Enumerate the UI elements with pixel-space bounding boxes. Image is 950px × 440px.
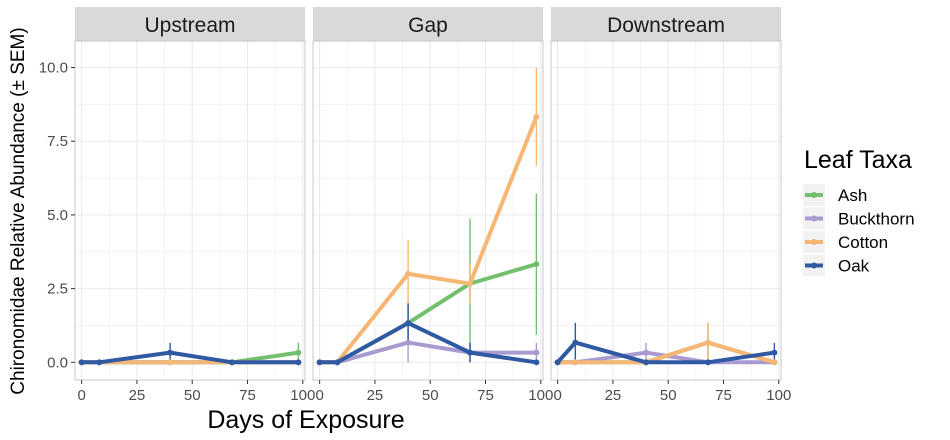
- x-tick-label: 100: [766, 387, 791, 404]
- panel-border: [312, 40, 544, 381]
- data-point-cotton-98: [533, 113, 540, 120]
- legend-label: Ash: [838, 186, 867, 205]
- x-tick-label: 25: [605, 387, 622, 404]
- data-point-oak-40: [405, 320, 412, 327]
- strip-gap: [313, 7, 543, 41]
- x-tick-label: 50: [184, 387, 201, 404]
- legend-title: Leaf Taxa: [804, 146, 912, 174]
- data-point-ash-98: [533, 261, 540, 268]
- x-tick-label: 75: [715, 387, 732, 404]
- series-oak: [78, 349, 302, 366]
- data-point-oak-8: [96, 359, 103, 366]
- legend-item-ash: Ash: [803, 184, 867, 206]
- gridlines: [75, 41, 305, 380]
- data-point-oak-40: [167, 349, 174, 356]
- data-point-oak-8: [572, 339, 579, 346]
- legend-label: Oak: [838, 257, 870, 276]
- x-tick-label: 75: [477, 387, 494, 404]
- data-point-ash-98: [295, 349, 302, 356]
- data-point-oak-68: [229, 359, 236, 366]
- gridlines: [313, 41, 543, 380]
- data-point-oak-68: [467, 349, 474, 356]
- data-point-cotton-98: [771, 359, 778, 366]
- panel-background: [551, 41, 781, 380]
- strip-label-gap: Gap: [408, 14, 448, 37]
- strip-downstream: [551, 7, 781, 41]
- x-tick-label: 75: [239, 387, 256, 404]
- data-point-oak-0: [78, 359, 85, 366]
- strip-label-upstream: Upstream: [144, 14, 235, 37]
- panel-upstream: Upstream 0 25 50 75 100: [74, 7, 315, 404]
- x-tick-label: 25: [129, 387, 146, 404]
- y-axis: 0.0 2.5 5.0 7.5 10.0: [39, 60, 75, 371]
- data-point-cotton-8: [572, 359, 579, 366]
- y-tick-label: 0.0: [47, 354, 68, 371]
- x-axis-title: Days of Exposure: [207, 406, 404, 434]
- y-tick-label: 2.5: [47, 281, 68, 298]
- legend-label: Cotton: [838, 233, 888, 252]
- legend-swatch-point: [811, 215, 817, 222]
- legend-label: Buckthorn: [838, 210, 915, 229]
- panel-downstream: Downstream 0 25 50 75 100: [550, 7, 791, 404]
- legend-item-oak: Oak: [803, 254, 870, 277]
- x-tick-label: 50: [422, 387, 439, 404]
- data-point-oak-0: [554, 359, 561, 366]
- x-tick-label: 100: [528, 387, 553, 404]
- panel-gap: Gap 0 25 50 75 100: [312, 7, 553, 404]
- panel-background: [75, 41, 305, 380]
- legend-swatch-point: [811, 262, 817, 269]
- x-axis-upstream: 0 25 50 75 100: [77, 380, 315, 404]
- legend-swatch-point: [811, 192, 817, 198]
- series-oak: [316, 320, 540, 366]
- data-point-oak-0: [316, 359, 323, 366]
- data-point-oak-98: [533, 359, 540, 366]
- strip-label-downstream: Downstream: [607, 14, 725, 37]
- x-tick-label: 25: [367, 387, 384, 404]
- data-point-oak-98: [771, 349, 778, 356]
- x-tick-label: 0: [553, 387, 561, 404]
- x-tick-label: 50: [660, 387, 677, 404]
- data-point-oak-40: [643, 359, 650, 366]
- data-point-buckthorn-98: [533, 349, 540, 356]
- data-point-cotton-68: [467, 280, 474, 287]
- series-oak: [554, 339, 778, 366]
- legend-item-cotton: Cotton: [803, 231, 888, 253]
- legend-swatch-point: [811, 239, 817, 245]
- data-point-cotton-68: [705, 339, 712, 346]
- strip-upstream: [75, 7, 305, 41]
- data-point-oak-8: [334, 359, 341, 366]
- data-point-cotton-40: [405, 270, 412, 277]
- legend: Leaf Taxa Ash Buckthorn Cotton Oak: [803, 146, 915, 277]
- y-tick-label: 5.0: [47, 207, 68, 224]
- x-tick-label: 100: [290, 387, 315, 404]
- panel-background: [313, 41, 543, 380]
- data-point-buckthorn-40: [643, 349, 650, 356]
- x-tick-label: 0: [315, 387, 323, 404]
- y-tick-label: 10.0: [39, 60, 68, 77]
- data-point-oak-68: [705, 359, 712, 366]
- data-point-cotton-40: [167, 359, 174, 366]
- legend-item-buckthorn: Buckthorn: [803, 207, 915, 230]
- data-point-buckthorn-40: [405, 339, 412, 346]
- panel-border: [74, 40, 306, 381]
- data-point-oak-98: [295, 359, 302, 366]
- y-tick-label: 7.5: [47, 133, 68, 150]
- x-tick-label: 0: [77, 387, 85, 404]
- x-axis-gap: 0 25 50 75 100: [315, 380, 553, 404]
- panel-border: [550, 40, 782, 381]
- x-axis-downstream: 0 25 50 75 100: [553, 380, 791, 404]
- y-axis-title: Chironomidae Relative Abundance (± SEM): [8, 27, 29, 394]
